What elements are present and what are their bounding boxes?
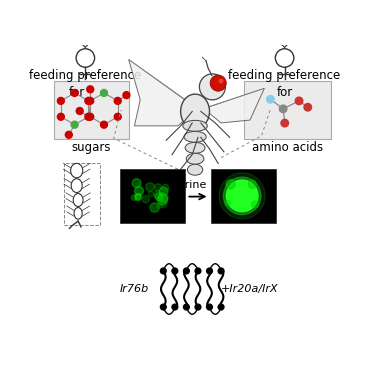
Circle shape [158, 193, 168, 202]
Ellipse shape [71, 179, 82, 192]
Circle shape [100, 90, 108, 96]
Circle shape [57, 113, 64, 120]
Circle shape [195, 304, 201, 310]
Circle shape [226, 180, 258, 212]
Circle shape [142, 196, 149, 203]
Circle shape [219, 173, 265, 219]
Ellipse shape [74, 208, 82, 219]
Ellipse shape [73, 194, 83, 207]
Circle shape [85, 98, 92, 104]
Circle shape [150, 203, 159, 212]
Text: +Ir20a/IrX: +Ir20a/IrX [221, 284, 279, 294]
Circle shape [76, 108, 83, 114]
Circle shape [225, 200, 231, 206]
Text: sugars: sugars [71, 141, 111, 154]
Circle shape [218, 268, 224, 274]
Circle shape [195, 268, 201, 274]
Circle shape [158, 195, 168, 205]
Ellipse shape [188, 164, 203, 175]
Text: feeding preference: feeding preference [29, 69, 141, 82]
Circle shape [234, 187, 251, 204]
Circle shape [65, 131, 72, 138]
Circle shape [157, 202, 162, 208]
Circle shape [154, 184, 162, 191]
Circle shape [183, 268, 189, 274]
Circle shape [135, 194, 141, 201]
Circle shape [172, 304, 178, 310]
Text: amino acids: amino acids [252, 141, 323, 154]
Circle shape [281, 119, 288, 127]
Circle shape [210, 75, 226, 91]
Text: for: for [69, 86, 85, 99]
Text: for: for [276, 86, 293, 99]
Circle shape [207, 304, 212, 310]
Circle shape [114, 98, 121, 104]
Ellipse shape [181, 94, 210, 129]
Circle shape [87, 86, 94, 93]
Circle shape [148, 191, 154, 197]
Polygon shape [129, 59, 195, 126]
Circle shape [71, 90, 78, 96]
Ellipse shape [186, 153, 204, 164]
Circle shape [162, 184, 169, 191]
Circle shape [114, 113, 121, 120]
FancyBboxPatch shape [120, 169, 185, 223]
Circle shape [85, 113, 92, 120]
Circle shape [71, 121, 78, 128]
Text: serine: serine [173, 180, 207, 190]
Circle shape [218, 304, 224, 310]
Ellipse shape [185, 142, 205, 153]
Ellipse shape [70, 164, 83, 178]
Circle shape [226, 180, 235, 189]
Ellipse shape [183, 120, 207, 131]
Circle shape [135, 186, 144, 195]
Circle shape [304, 104, 312, 111]
Circle shape [267, 96, 274, 103]
Circle shape [159, 187, 168, 196]
Circle shape [135, 194, 141, 200]
Circle shape [207, 268, 212, 274]
Circle shape [230, 184, 254, 208]
Circle shape [123, 92, 130, 99]
Circle shape [154, 190, 162, 198]
Circle shape [219, 80, 223, 83]
Circle shape [155, 193, 163, 201]
Text: feeding preference: feeding preference [228, 69, 341, 82]
Bar [64, 164, 100, 225]
Circle shape [160, 200, 167, 208]
Circle shape [87, 98, 94, 104]
Circle shape [252, 201, 259, 208]
Circle shape [132, 178, 141, 188]
Circle shape [224, 177, 261, 214]
FancyBboxPatch shape [211, 169, 276, 223]
Ellipse shape [184, 131, 206, 142]
Polygon shape [204, 88, 264, 123]
Circle shape [183, 304, 189, 310]
Circle shape [87, 113, 94, 120]
Circle shape [279, 105, 287, 112]
Circle shape [100, 121, 108, 128]
Circle shape [131, 195, 137, 201]
Circle shape [57, 98, 64, 104]
Circle shape [172, 268, 178, 274]
Circle shape [160, 304, 166, 310]
Circle shape [295, 97, 303, 105]
Text: Ir76b: Ir76b [120, 284, 149, 294]
Circle shape [160, 268, 166, 274]
FancyBboxPatch shape [244, 81, 331, 139]
FancyBboxPatch shape [54, 81, 129, 139]
Circle shape [146, 183, 154, 191]
Circle shape [200, 74, 225, 100]
Circle shape [248, 180, 256, 188]
